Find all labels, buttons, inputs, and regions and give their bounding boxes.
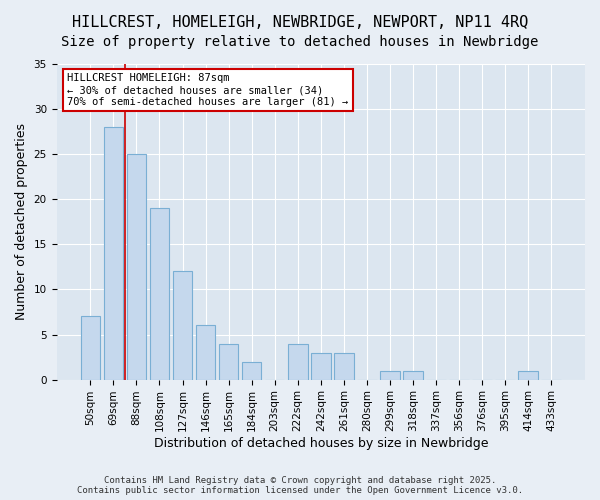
Text: HILLCREST HOMELEIGH: 87sqm
← 30% of detached houses are smaller (34)
70% of semi: HILLCREST HOMELEIGH: 87sqm ← 30% of deta… — [67, 74, 349, 106]
Bar — [311, 352, 331, 380]
Bar — [380, 370, 400, 380]
Bar — [127, 154, 146, 380]
Text: HILLCREST, HOMELEIGH, NEWBRIDGE, NEWPORT, NP11 4RQ: HILLCREST, HOMELEIGH, NEWBRIDGE, NEWPORT… — [72, 15, 528, 30]
Bar — [196, 326, 215, 380]
Bar — [80, 316, 100, 380]
Bar — [104, 127, 123, 380]
Text: Contains HM Land Registry data © Crown copyright and database right 2025.
Contai: Contains HM Land Registry data © Crown c… — [77, 476, 523, 495]
Bar — [219, 344, 238, 380]
Bar — [288, 344, 308, 380]
X-axis label: Distribution of detached houses by size in Newbridge: Distribution of detached houses by size … — [154, 437, 488, 450]
Bar — [173, 272, 193, 380]
Bar — [242, 362, 262, 380]
Bar — [518, 370, 538, 380]
Bar — [149, 208, 169, 380]
Text: Size of property relative to detached houses in Newbridge: Size of property relative to detached ho… — [61, 35, 539, 49]
Bar — [334, 352, 353, 380]
Bar — [403, 370, 423, 380]
Y-axis label: Number of detached properties: Number of detached properties — [15, 124, 28, 320]
